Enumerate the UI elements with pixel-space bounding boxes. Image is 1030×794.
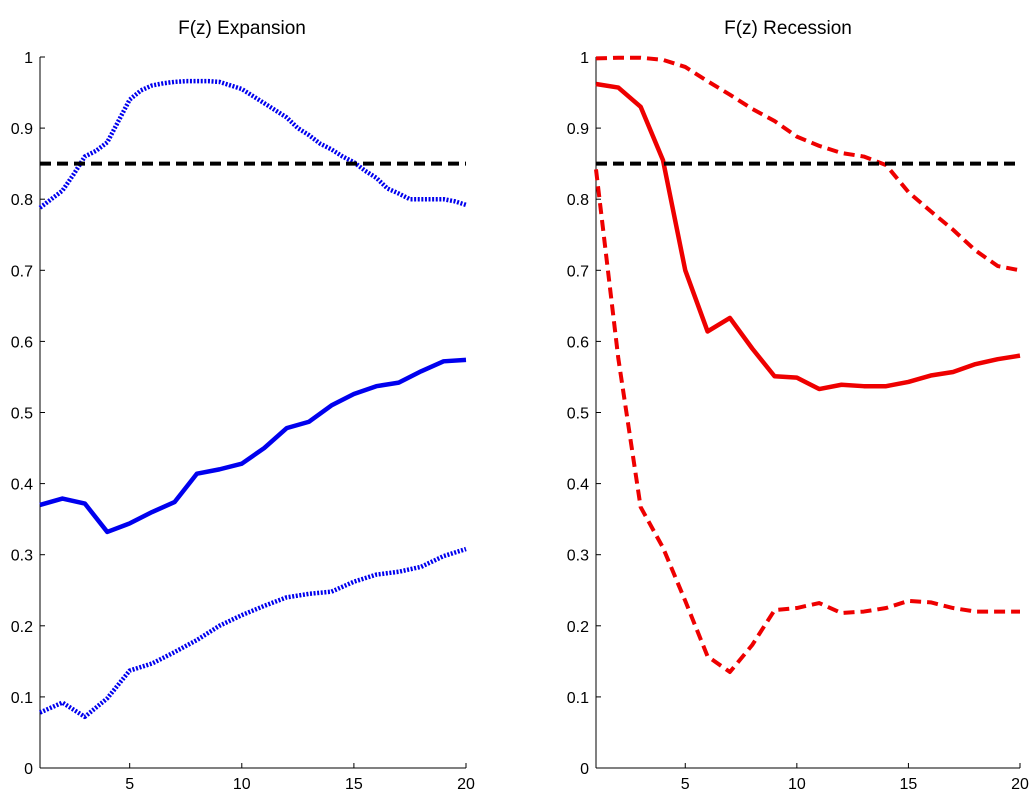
y-tick-label: 0.5 (567, 406, 589, 423)
confidence-band-line (595, 55, 1021, 273)
y-tick-label: 0.3 (567, 548, 589, 565)
y-tick-label: 0.4 (11, 477, 33, 494)
estimate-line (39, 357, 467, 535)
y-tick-label: 0.9 (567, 121, 589, 138)
chart-title: F(z) Expansion (178, 18, 306, 39)
y-tick-label: 0.1 (11, 690, 33, 707)
x-tick-label: 20 (1011, 776, 1029, 793)
y-tick-label: 0.6 (567, 334, 589, 351)
x-tick-label: 5 (125, 776, 134, 793)
y-tick-label: 0.2 (11, 619, 33, 636)
x-tick-label: 15 (345, 776, 363, 793)
x-tick-label: 10 (233, 776, 251, 793)
chart-title: F(z) Recession (724, 18, 852, 39)
x-tick-label: 15 (900, 776, 918, 793)
recession-chart-panel: F(z) Recession 0 0.1 0.2 0.3 0.4 0.5 0.6 0.7 0.8… (567, 18, 1029, 793)
y-tick-label: 0.4 (567, 477, 589, 494)
x-tick-label: 20 (457, 776, 475, 793)
y-tick-label: 1 (580, 50, 589, 67)
confidence-band-line (39, 546, 467, 720)
y-tick-label: 0.2 (567, 619, 589, 636)
y-tick-label: 0.8 (567, 192, 589, 209)
y-tick-label: 0.1 (567, 690, 589, 707)
y-tick-label: 0.6 (11, 334, 33, 351)
x-tick-label: 10 (788, 776, 806, 793)
expansion-chart-panel: F(z) Expansion 0 0.1 0.2 0.3 0.4 0.5 0.6 0.7 0.8… (11, 18, 475, 793)
x-tick-label: 5 (681, 776, 690, 793)
y-tick-label: 0.7 (567, 263, 589, 280)
y-tick-label: 0.9 (11, 121, 33, 138)
y-tick-label: 0.8 (11, 192, 33, 209)
y-tick-label: 0.3 (11, 548, 33, 565)
y-tick-label: 0.5 (11, 406, 33, 423)
y-tick-label: 0 (580, 761, 589, 778)
y-tick-label: 0.7 (11, 263, 33, 280)
confidence-band-line (594, 169, 1020, 675)
confidence-band-line (38, 78, 467, 210)
y-tick-label: 1 (24, 50, 33, 67)
estimate-line (595, 81, 1021, 392)
y-tick-label: 0 (24, 761, 33, 778)
